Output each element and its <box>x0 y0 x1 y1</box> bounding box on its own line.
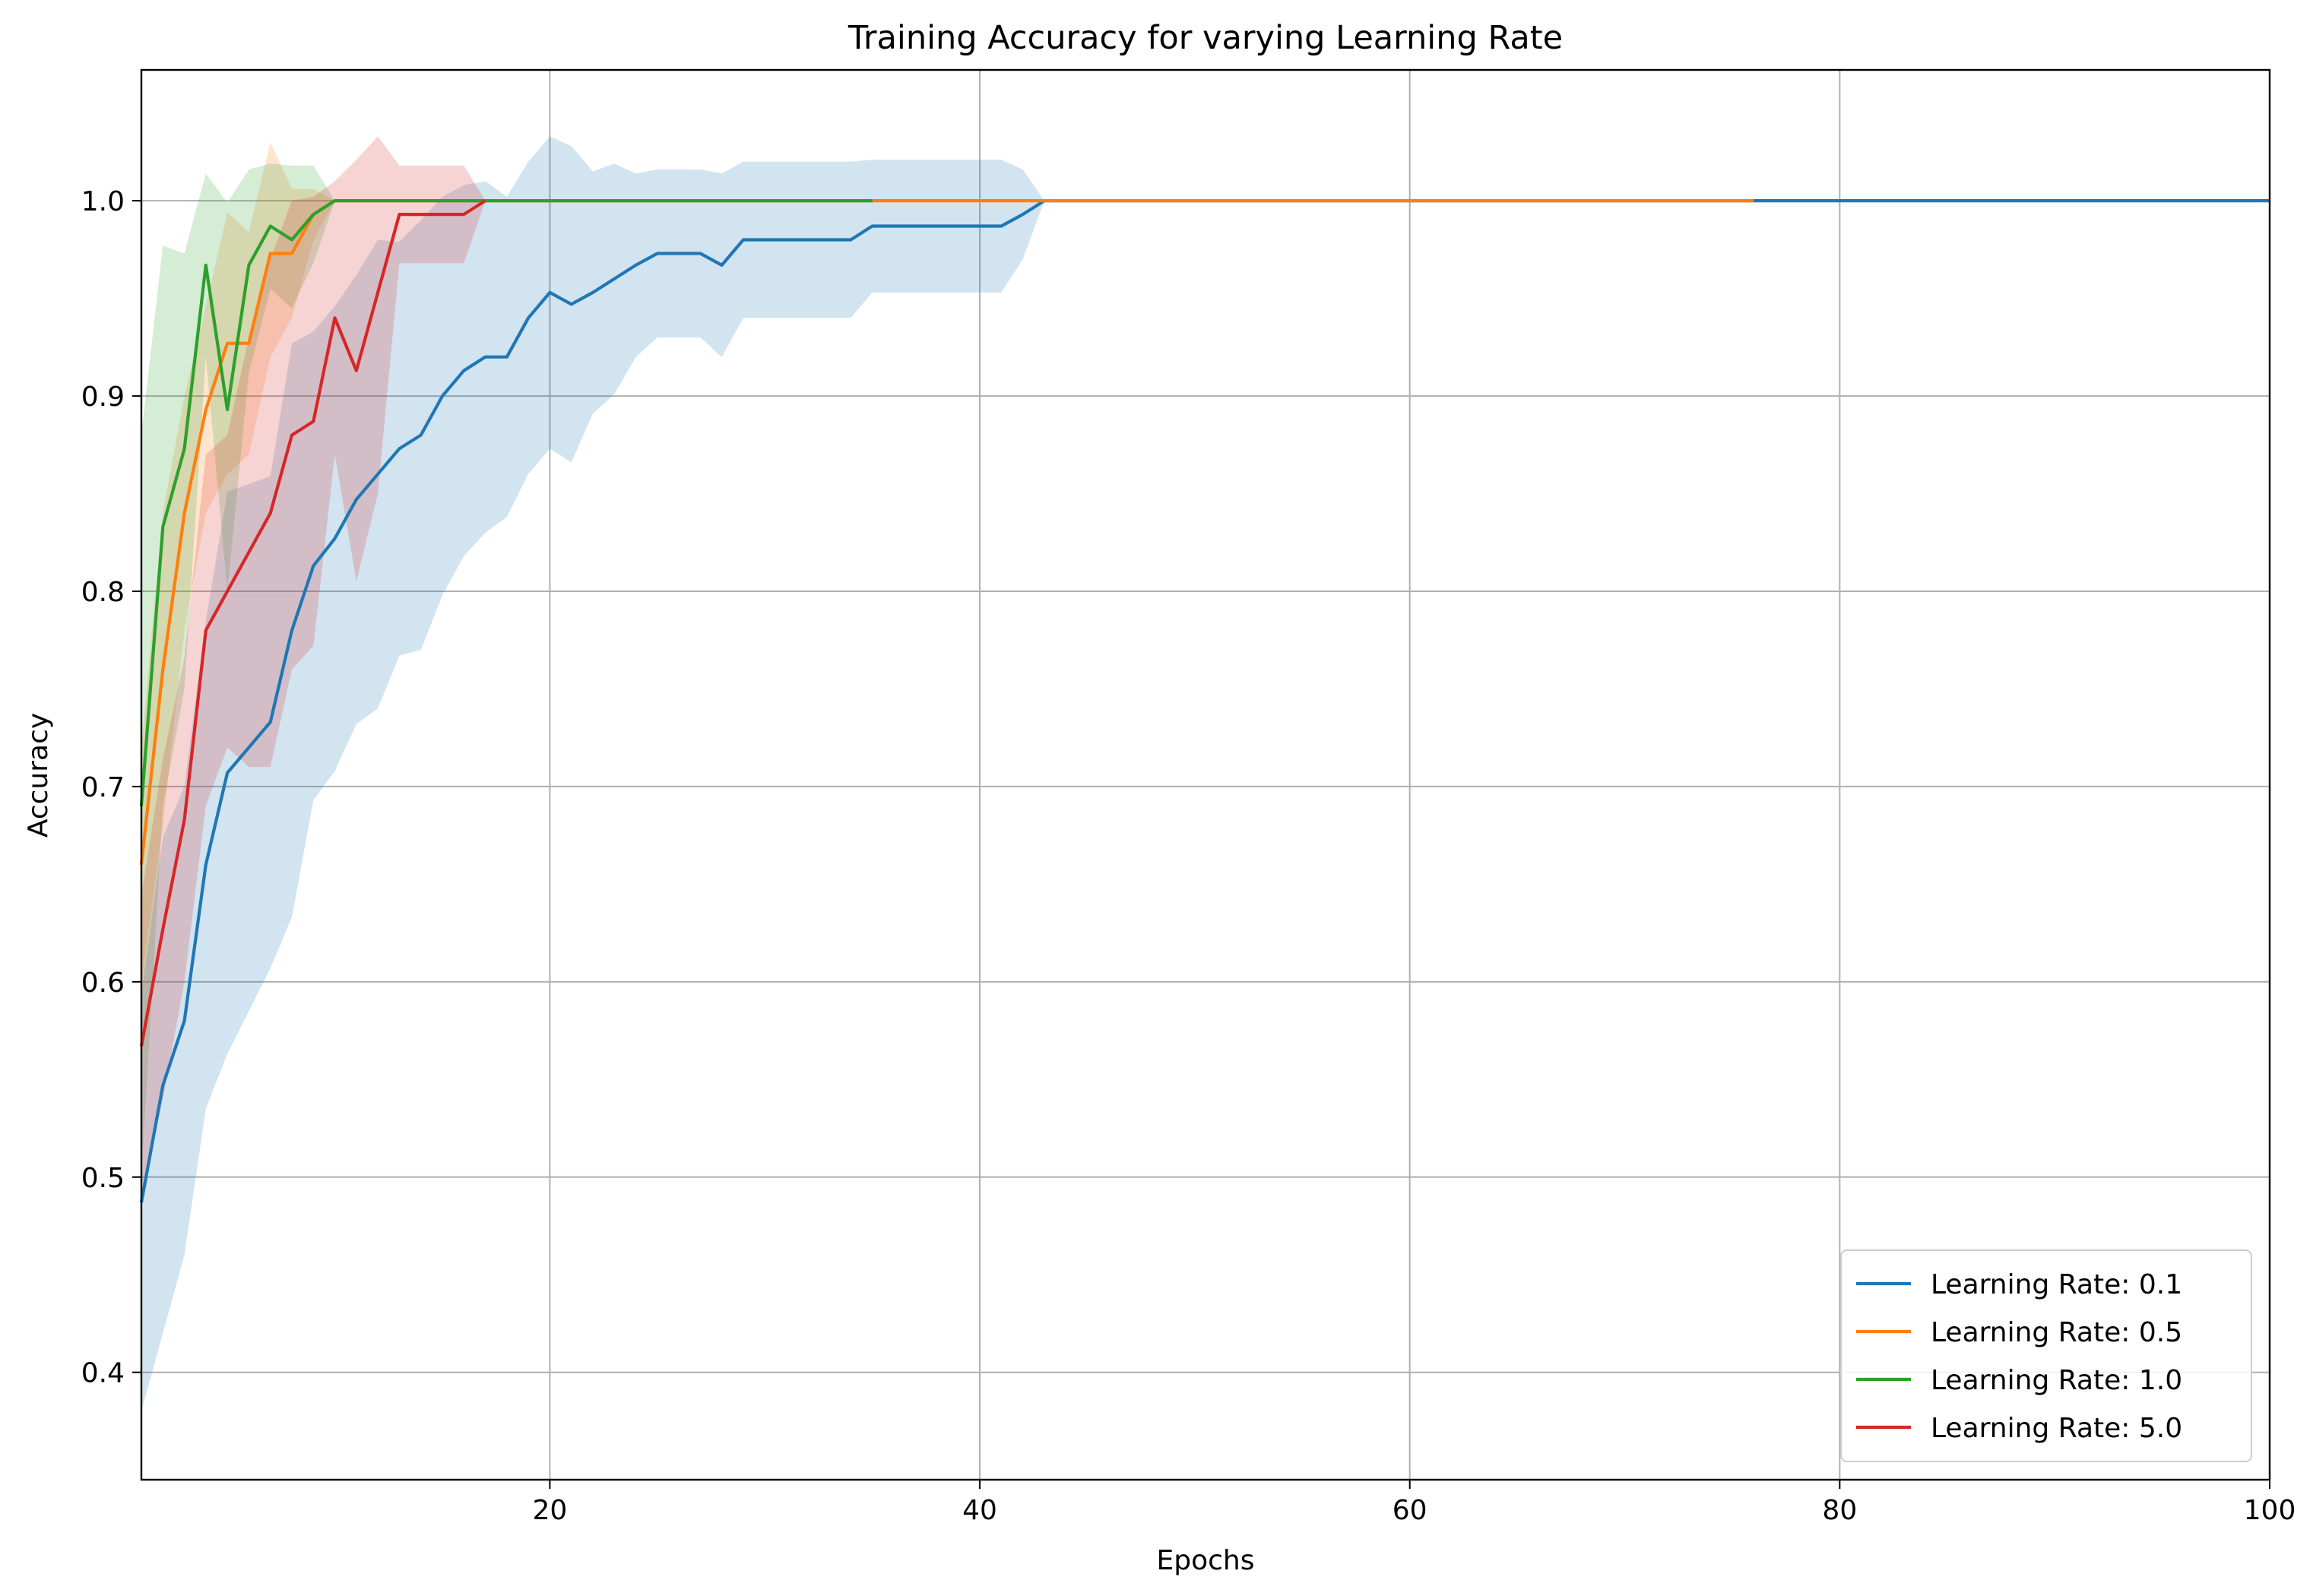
series-line-2 <box>139 199 873 806</box>
x-tick-label: 40 <box>962 1495 997 1526</box>
y-tick-label: 1.0 <box>81 186 125 217</box>
x-tick-label: 80 <box>1822 1495 1857 1526</box>
confidence-band-3 <box>141 136 486 1197</box>
confidence-bands <box>141 136 2270 1412</box>
y-tick-label: 0.8 <box>81 577 125 608</box>
y-tick-label: 0.6 <box>81 967 125 999</box>
x-tick-label: 20 <box>532 1495 567 1526</box>
legend-label: Learning Rate: 0.1 <box>1931 1269 2182 1300</box>
series-line-3 <box>139 199 486 1047</box>
confidence-band-2 <box>141 163 873 1177</box>
plot-frame <box>140 68 2271 1481</box>
legend-label: Learning Rate: 0.5 <box>1931 1317 2182 1348</box>
y-tick-label: 0.9 <box>81 382 125 413</box>
y-tick-label: 0.7 <box>81 772 125 803</box>
y-tick-label: 0.5 <box>81 1163 125 1194</box>
y-axis-ticks: 0.4 0.5 0.6 0.7 0.8 0.9 1.0 <box>81 186 141 1389</box>
legend: Learning Rate: 0.1 Learning Rate: 0.5 Lear… <box>1840 1249 2252 1462</box>
chart-title: Training Accuracy for varying Learning R… <box>848 19 1563 57</box>
series-lines <box>139 199 2270 1203</box>
confidence-band-0 <box>141 136 2270 1412</box>
y-axis-label: Accuracy <box>23 713 54 838</box>
legend-label: Learning Rate: 5.0 <box>1931 1413 2182 1444</box>
x-axis-ticks: 20 40 60 80 100 <box>532 1480 2296 1526</box>
legend-label: Learning Rate: 1.0 <box>1931 1365 2182 1396</box>
series-line-0 <box>139 199 2270 1203</box>
x-tick-label: 60 <box>1393 1495 1427 1526</box>
y-tick-label: 0.4 <box>81 1358 125 1389</box>
legend-box <box>1840 1249 2252 1462</box>
x-tick-label: 100 <box>2244 1495 2296 1526</box>
x-axis-label: Epochs <box>1157 1545 1255 1576</box>
